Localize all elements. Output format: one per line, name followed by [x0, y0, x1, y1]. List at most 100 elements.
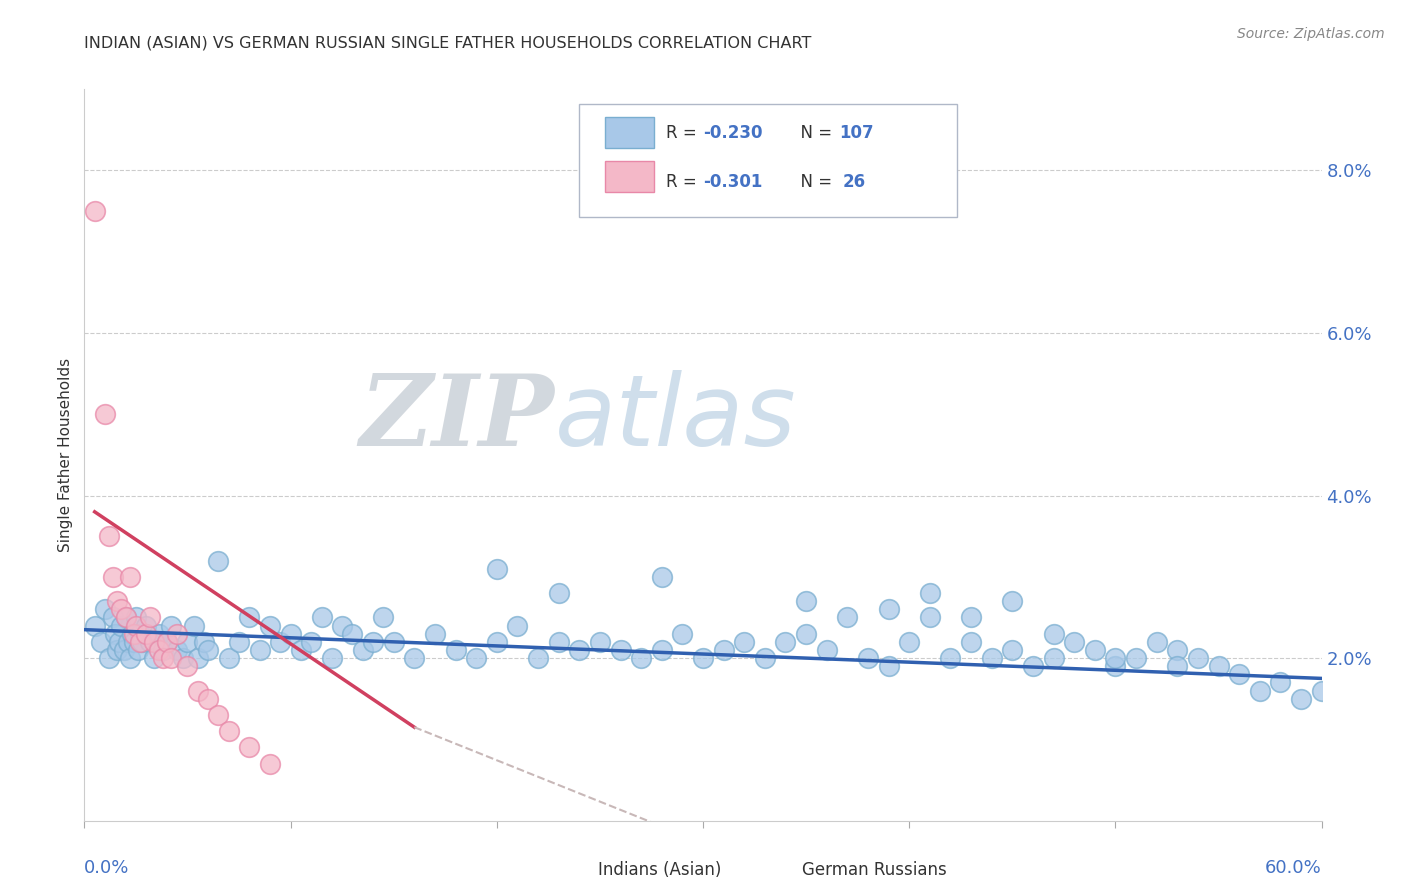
Text: atlas: atlas	[554, 370, 796, 467]
Point	[918, 586, 941, 600]
Point	[90, 635, 112, 649]
Point	[131, 635, 153, 649]
Point	[193, 635, 215, 649]
Point	[259, 756, 281, 771]
Point	[485, 635, 508, 649]
Point	[110, 602, 132, 616]
Point	[1166, 643, 1188, 657]
Point	[506, 618, 529, 632]
Point	[1084, 643, 1107, 657]
Text: R =: R =	[666, 173, 702, 191]
Text: -0.301: -0.301	[703, 173, 762, 191]
Point	[651, 643, 673, 657]
Point	[105, 594, 128, 608]
Point	[143, 651, 166, 665]
FancyBboxPatch shape	[553, 859, 592, 883]
Point	[207, 708, 229, 723]
Point	[259, 618, 281, 632]
Text: 60.0%: 60.0%	[1265, 859, 1322, 877]
FancyBboxPatch shape	[605, 117, 654, 148]
Point	[1001, 594, 1024, 608]
FancyBboxPatch shape	[605, 161, 654, 192]
Text: ZIP: ZIP	[360, 370, 554, 467]
Point	[1042, 626, 1064, 640]
Point	[94, 602, 117, 616]
Text: Indians (Asian): Indians (Asian)	[598, 862, 721, 880]
Text: N =: N =	[790, 173, 837, 191]
Point	[815, 643, 838, 657]
Text: -0.230: -0.230	[703, 124, 762, 143]
Point	[172, 651, 194, 665]
Point	[1104, 659, 1126, 673]
Point	[290, 643, 312, 657]
Point	[98, 651, 121, 665]
Point	[630, 651, 652, 665]
Point	[794, 626, 817, 640]
Point	[898, 635, 921, 649]
Point	[125, 618, 148, 632]
Text: 0.0%: 0.0%	[84, 859, 129, 877]
Point	[1104, 651, 1126, 665]
Point	[183, 618, 205, 632]
Point	[330, 618, 353, 632]
Text: 26: 26	[842, 173, 866, 191]
Point	[404, 651, 426, 665]
Point	[465, 651, 488, 665]
Point	[1289, 691, 1312, 706]
Text: German Russians: German Russians	[801, 862, 946, 880]
Point	[176, 635, 198, 649]
Point	[918, 610, 941, 624]
Point	[117, 635, 139, 649]
Point	[83, 618, 105, 632]
Point	[342, 626, 364, 640]
Point	[148, 626, 170, 640]
Point	[105, 643, 128, 657]
Text: R =: R =	[666, 124, 702, 143]
Point	[238, 610, 260, 624]
Point	[108, 635, 131, 649]
Point	[1166, 659, 1188, 673]
Point	[139, 610, 162, 624]
Point	[187, 651, 209, 665]
Point	[103, 610, 125, 624]
FancyBboxPatch shape	[756, 859, 796, 883]
Text: INDIAN (ASIAN) VS GERMAN RUSSIAN SINGLE FATHER HOUSEHOLDS CORRELATION CHART: INDIAN (ASIAN) VS GERMAN RUSSIAN SINGLE …	[84, 36, 811, 51]
Point	[671, 626, 693, 640]
Point	[176, 659, 198, 673]
Point	[129, 635, 152, 649]
Point	[166, 626, 188, 640]
Point	[156, 635, 179, 649]
Point	[207, 553, 229, 567]
Point	[775, 635, 797, 649]
Point	[794, 594, 817, 608]
Point	[692, 651, 714, 665]
Point	[423, 626, 446, 640]
Point	[118, 570, 141, 584]
Point	[238, 740, 260, 755]
Point	[299, 635, 322, 649]
Point	[122, 626, 145, 640]
Point	[187, 683, 209, 698]
Point	[527, 651, 550, 665]
Point	[83, 204, 105, 219]
Point	[1042, 651, 1064, 665]
Point	[249, 643, 271, 657]
Point	[754, 651, 776, 665]
Text: N =: N =	[790, 124, 837, 143]
Point	[373, 610, 395, 624]
Point	[269, 635, 291, 649]
Point	[837, 610, 859, 624]
Point	[877, 602, 900, 616]
Point	[547, 635, 569, 649]
Point	[382, 635, 405, 649]
Point	[166, 643, 188, 657]
Point	[160, 618, 183, 632]
Point	[110, 618, 132, 632]
Point	[1310, 683, 1333, 698]
Point	[114, 610, 136, 624]
Point	[1022, 659, 1045, 673]
Point	[156, 635, 179, 649]
Point	[152, 651, 174, 665]
Point	[104, 626, 127, 640]
Point	[94, 407, 117, 421]
